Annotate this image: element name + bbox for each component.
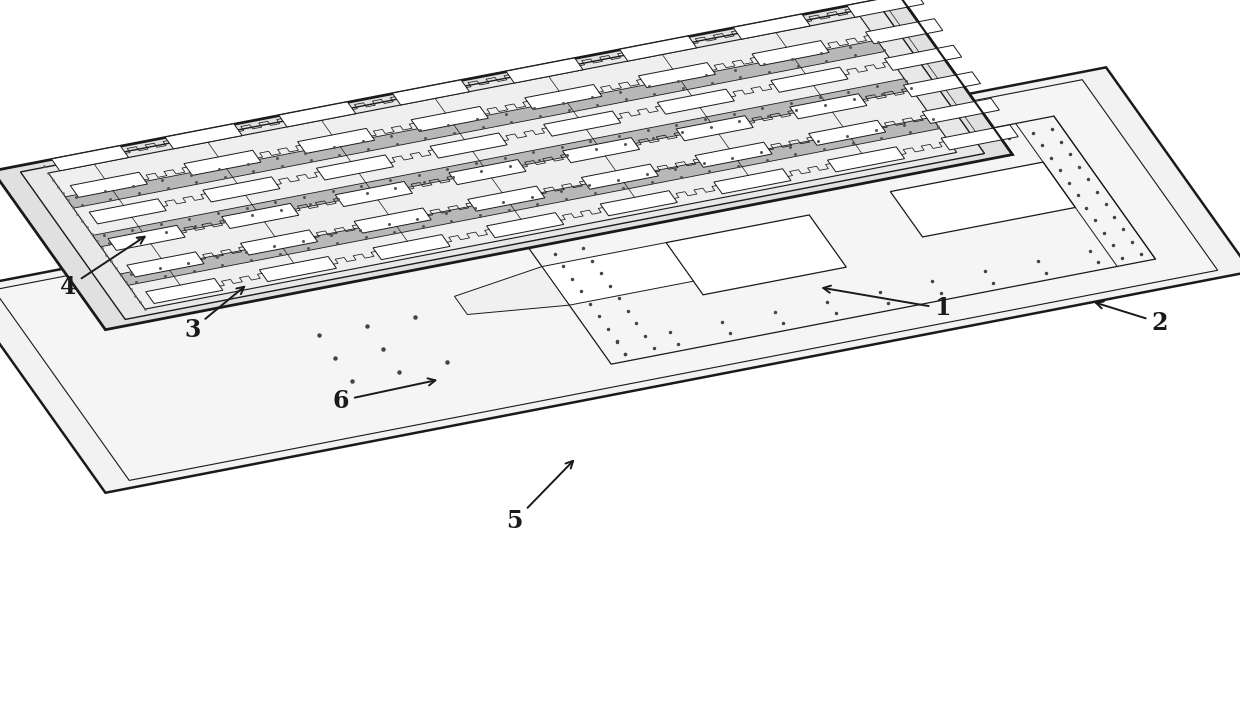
Polygon shape: [676, 116, 753, 140]
Polygon shape: [790, 94, 867, 119]
Polygon shape: [430, 133, 507, 158]
Polygon shape: [392, 80, 470, 105]
Polygon shape: [827, 147, 905, 172]
Polygon shape: [714, 169, 791, 194]
Polygon shape: [259, 257, 336, 281]
Text: 2: 2: [1096, 301, 1168, 335]
Polygon shape: [506, 58, 583, 83]
Polygon shape: [146, 279, 223, 303]
Polygon shape: [884, 45, 962, 70]
Polygon shape: [808, 121, 885, 145]
Polygon shape: [412, 106, 489, 132]
Polygon shape: [904, 72, 981, 97]
Polygon shape: [847, 0, 924, 17]
Polygon shape: [866, 18, 942, 44]
Polygon shape: [582, 164, 658, 189]
Polygon shape: [222, 203, 299, 228]
Polygon shape: [126, 252, 205, 277]
Polygon shape: [890, 162, 1075, 237]
Polygon shape: [21, 6, 985, 319]
Polygon shape: [316, 155, 393, 180]
Polygon shape: [0, 0, 1012, 330]
Text: 1: 1: [823, 286, 951, 320]
Text: 6: 6: [332, 379, 435, 413]
Polygon shape: [666, 215, 846, 295]
Text: 5: 5: [506, 461, 573, 533]
Polygon shape: [941, 125, 1018, 150]
Polygon shape: [454, 267, 569, 315]
Polygon shape: [543, 111, 621, 136]
Polygon shape: [279, 102, 356, 127]
Polygon shape: [923, 99, 999, 123]
Polygon shape: [184, 150, 262, 175]
Polygon shape: [298, 128, 374, 153]
Polygon shape: [733, 14, 810, 39]
Polygon shape: [241, 230, 317, 255]
Polygon shape: [93, 79, 913, 247]
Polygon shape: [694, 143, 773, 167]
Polygon shape: [563, 138, 640, 162]
Polygon shape: [751, 40, 830, 66]
Text: 3: 3: [184, 286, 244, 342]
Polygon shape: [542, 242, 693, 305]
Polygon shape: [0, 67, 1240, 493]
Polygon shape: [165, 124, 242, 149]
Polygon shape: [449, 160, 526, 184]
Polygon shape: [89, 199, 166, 224]
Polygon shape: [620, 36, 697, 61]
Polygon shape: [771, 67, 848, 92]
Polygon shape: [486, 213, 564, 238]
Polygon shape: [335, 182, 413, 206]
Polygon shape: [525, 84, 601, 110]
Polygon shape: [639, 62, 715, 88]
Polygon shape: [355, 208, 432, 233]
Polygon shape: [657, 89, 734, 114]
Polygon shape: [66, 40, 885, 208]
Polygon shape: [120, 117, 940, 285]
Polygon shape: [373, 235, 450, 259]
Polygon shape: [108, 225, 185, 250]
Polygon shape: [600, 191, 677, 216]
Polygon shape: [51, 146, 129, 171]
Polygon shape: [203, 177, 280, 202]
Polygon shape: [48, 16, 957, 309]
Polygon shape: [71, 172, 148, 197]
Text: 4: 4: [60, 237, 145, 299]
Polygon shape: [467, 186, 544, 211]
Polygon shape: [0, 79, 1218, 481]
